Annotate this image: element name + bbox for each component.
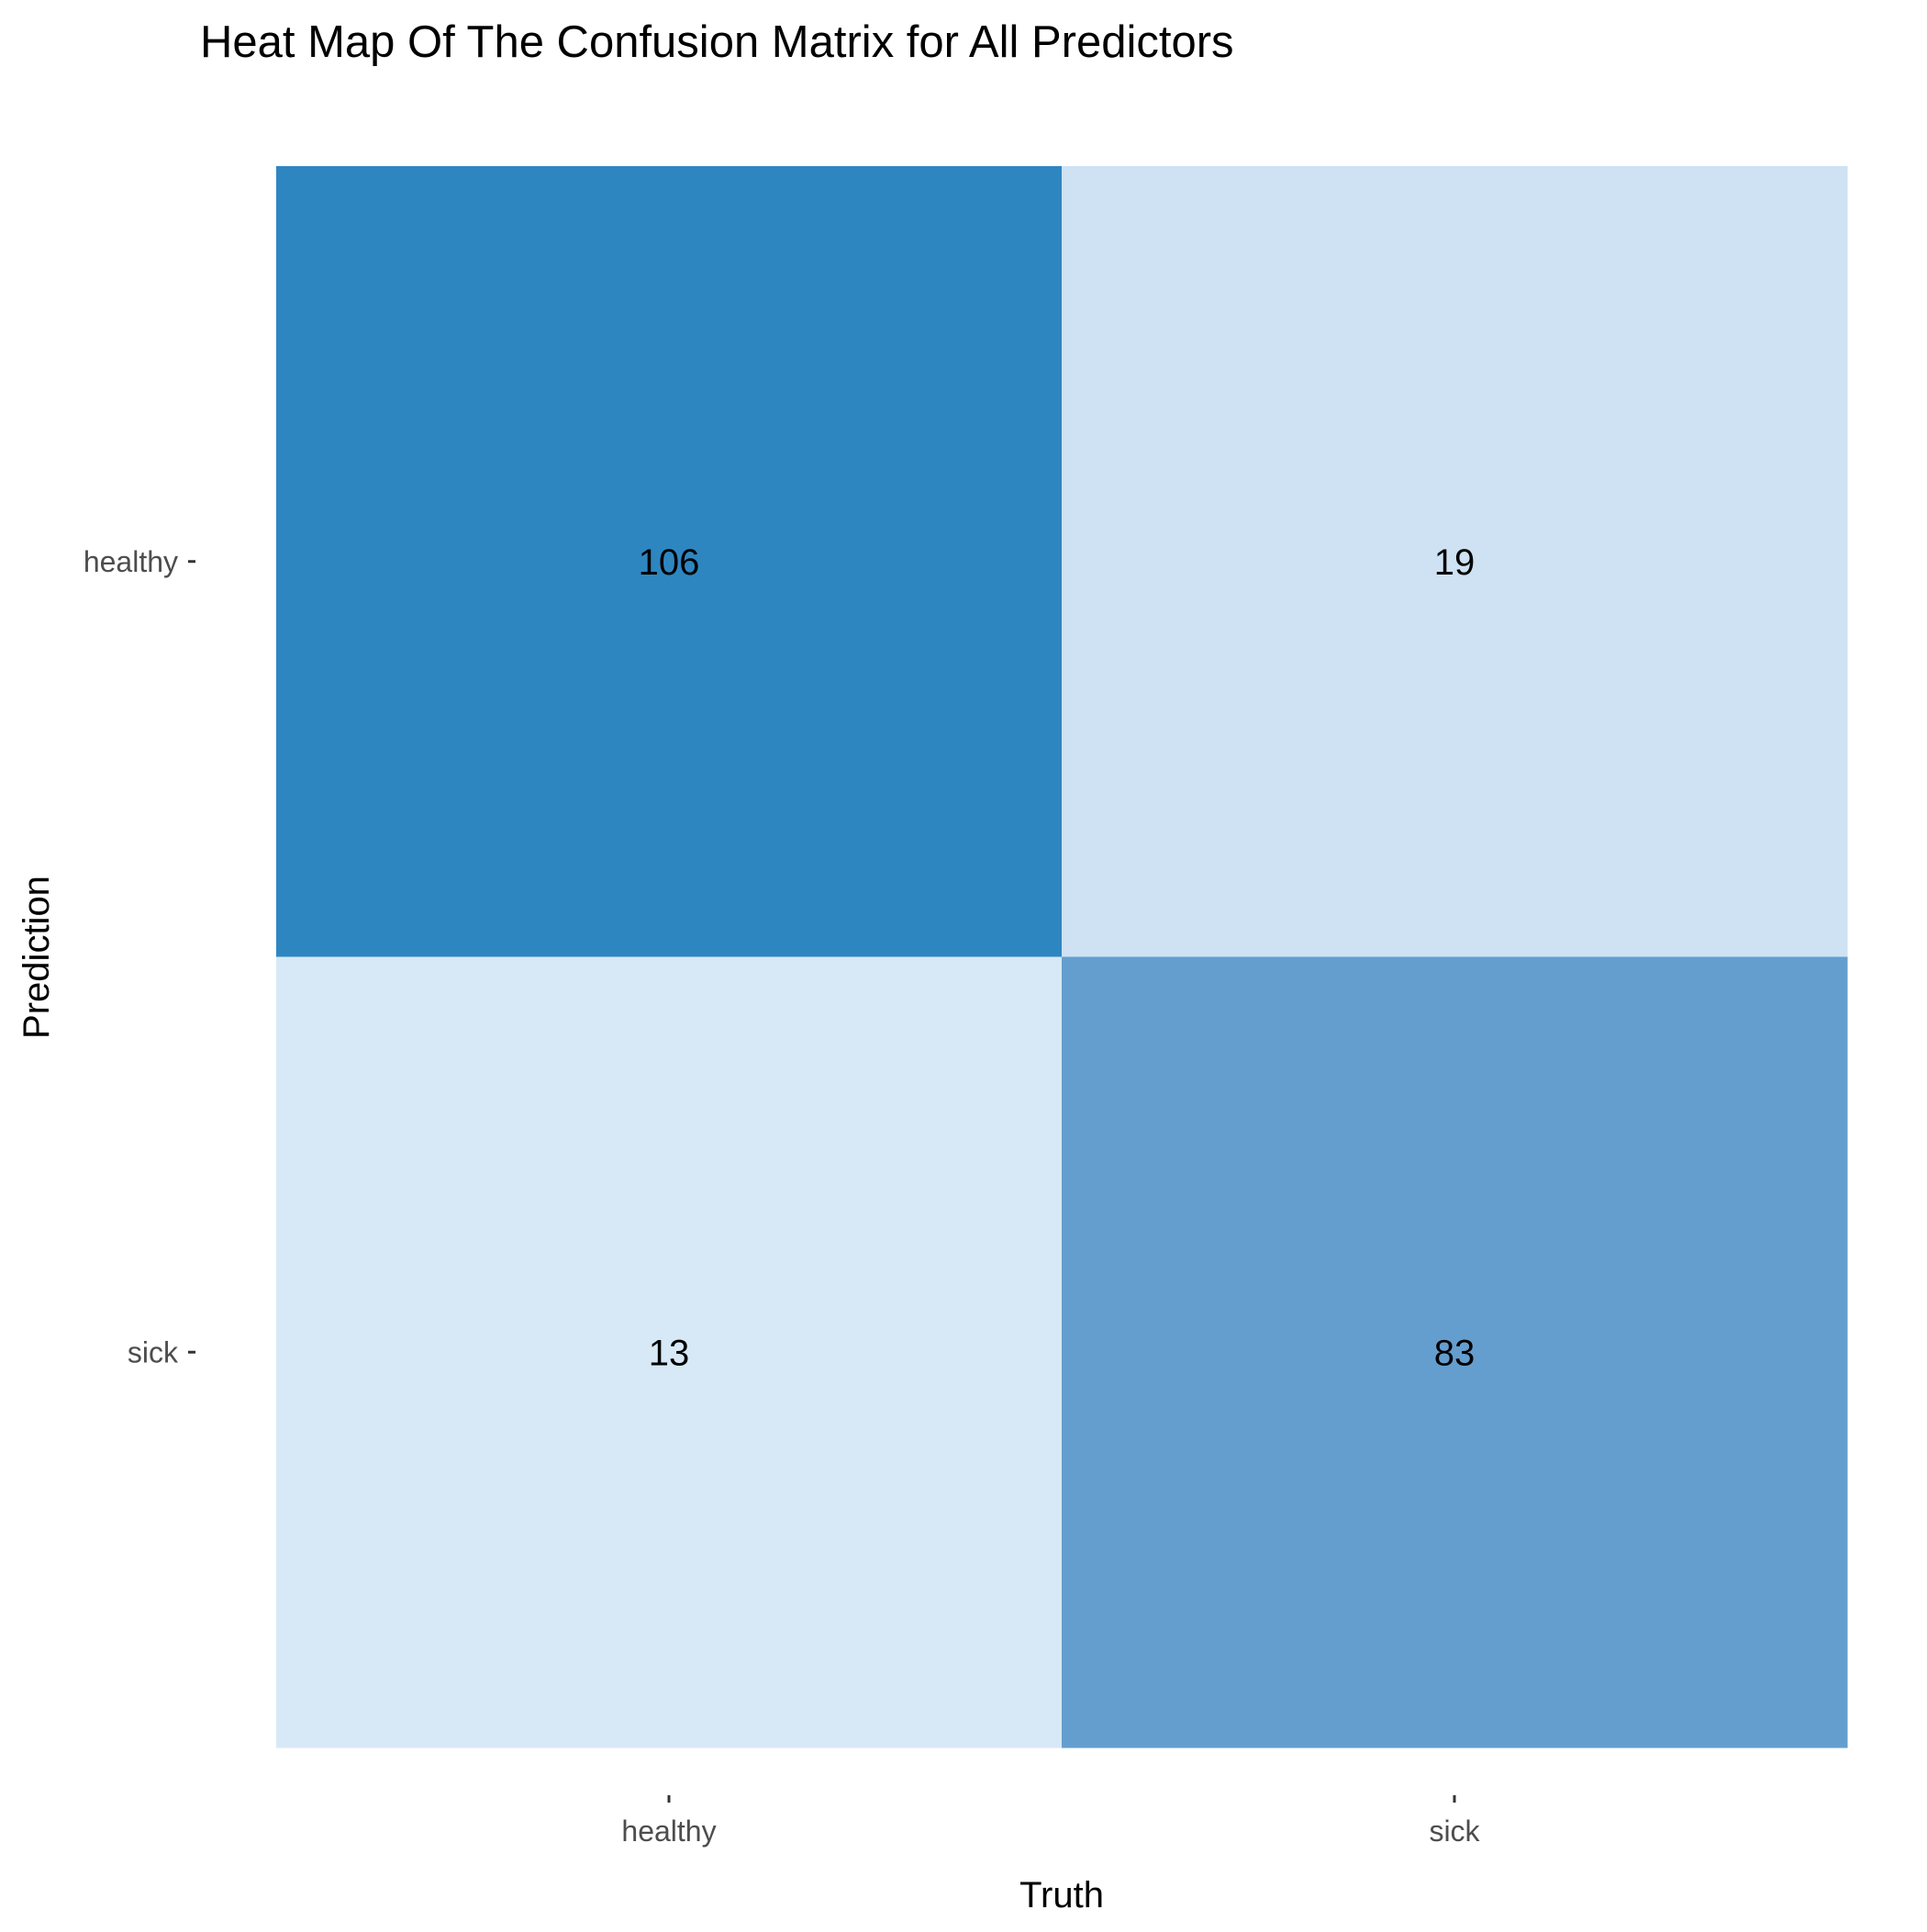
x-tick-label-sick: sick: [1429, 1815, 1480, 1848]
x-tick-label-healthy: healthy: [621, 1815, 716, 1848]
cell-value-label: 13: [649, 1333, 690, 1373]
x-axis-title: Truth: [1019, 1875, 1104, 1915]
cell-value-label: 106: [639, 542, 700, 583]
y-axis: healthy sick: [84, 545, 195, 1368]
heatmap-cell-healthy-sick: [1062, 166, 1848, 957]
cell-value-label: 19: [1434, 542, 1476, 583]
y-tick-label-healthy: healthy: [84, 545, 178, 578]
chart-title: Heat Map Of The Confusion Matrix for All…: [200, 17, 1234, 67]
heatmap-cells: 106 19 13 83: [276, 166, 1848, 1748]
cell-value-label: 83: [1434, 1333, 1476, 1373]
heatmap-cell-sick-sick: [1062, 956, 1848, 1748]
y-axis-title: Prediction: [17, 876, 57, 1039]
y-tick-label-sick: sick: [128, 1335, 179, 1368]
heatmap-cell-sick-healthy: [276, 956, 1063, 1748]
x-axis: healthy sick: [621, 1795, 1481, 1848]
heatmap-cell-healthy-healthy: [276, 166, 1063, 957]
